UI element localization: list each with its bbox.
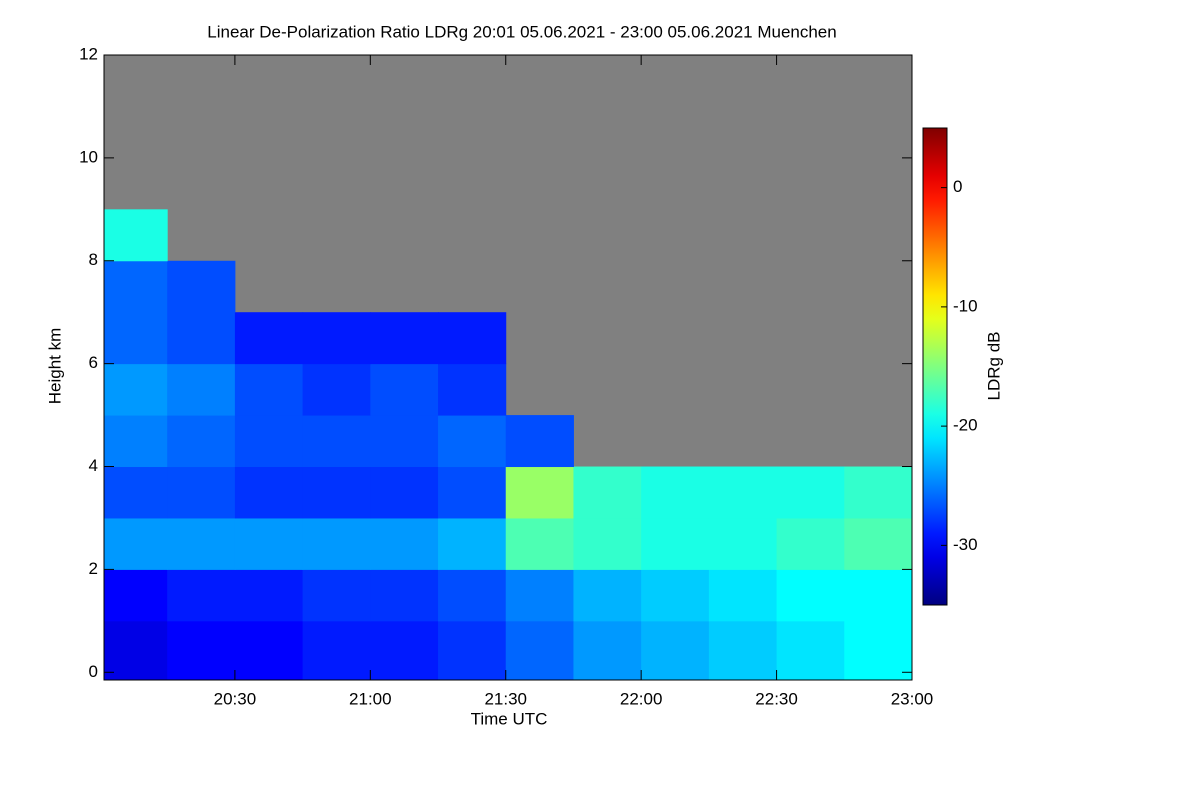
heatmap-cell xyxy=(438,620,507,681)
heatmap-cell xyxy=(844,466,913,519)
heatmap-cell xyxy=(302,620,371,681)
heatmap-cell xyxy=(844,620,913,681)
colorbar-tick-label: -20 xyxy=(953,416,978,435)
heatmap-cell xyxy=(370,620,439,681)
x-tick-label: 22:00 xyxy=(620,689,663,708)
heatmap-cell xyxy=(104,415,168,468)
heatmap-cell xyxy=(776,466,845,519)
heatmap-cell xyxy=(104,569,168,622)
heatmap-cell xyxy=(370,363,439,416)
heatmap-cell xyxy=(167,312,236,365)
heatmap-cell xyxy=(776,620,845,681)
heatmap-cell xyxy=(708,569,778,622)
heatmap-cell xyxy=(438,517,507,570)
colorbar-label: LDRg dB xyxy=(984,332,1003,401)
heatmap-cell xyxy=(302,466,371,519)
heatmap-cell xyxy=(573,466,642,519)
heatmap-cell xyxy=(370,517,439,570)
heatmap-cell xyxy=(370,415,439,468)
heatmap-cell xyxy=(104,363,168,416)
x-tick-label: 22:30 xyxy=(755,689,798,708)
heatmap-cell xyxy=(104,312,168,365)
heatmap-cell xyxy=(573,569,642,622)
y-tick-label: 2 xyxy=(89,559,98,578)
heatmap-cell xyxy=(708,466,778,519)
heatmap-cell xyxy=(104,260,168,313)
heatmap-cell xyxy=(370,466,439,519)
heatmap-cell xyxy=(505,466,574,519)
heatmap-cell xyxy=(370,569,439,622)
plot-frame xyxy=(103,54,913,681)
heatmap-cell xyxy=(104,620,168,681)
x-tick-label: 20:30 xyxy=(214,689,257,708)
heatmap-cell xyxy=(234,569,304,622)
heatmap-cell xyxy=(776,517,845,570)
x-tick-label: 21:00 xyxy=(349,689,392,708)
chart-title: Linear De-Polarization Ratio LDRg 20:01 … xyxy=(207,22,836,41)
y-tick-label: 4 xyxy=(89,456,98,475)
heatmap-cell xyxy=(302,569,371,622)
heatmap-cell xyxy=(708,620,778,681)
heatmap-cell xyxy=(167,466,236,519)
heatmap-cell xyxy=(234,363,304,416)
heatmap-cell xyxy=(844,517,913,570)
colorbar-tick-label: 0 xyxy=(953,177,962,196)
y-tick-label: 0 xyxy=(89,662,98,681)
heatmap-cell xyxy=(438,363,507,416)
heatmap-cell xyxy=(844,569,913,622)
y-tick-label: 10 xyxy=(79,147,98,166)
colorbar-tick-label: -10 xyxy=(953,296,978,315)
heatmap-cell xyxy=(370,312,439,365)
heatmap-cell xyxy=(167,569,236,622)
x-axis-label: Time UTC xyxy=(471,709,548,728)
y-tick-label: 6 xyxy=(89,353,98,372)
colorbar-tick-label: -30 xyxy=(953,535,978,554)
heatmap-cell xyxy=(167,363,236,416)
x-tick-label: 23:00 xyxy=(891,689,934,708)
heatmap-cell xyxy=(573,517,642,570)
heatmap-cell xyxy=(234,517,304,570)
heatmap-cell xyxy=(234,312,304,365)
colorbar xyxy=(922,127,948,606)
heatmap-cell xyxy=(505,620,574,681)
heatmap-cell xyxy=(776,569,845,622)
heatmap-cell xyxy=(234,415,304,468)
heatmap-cell xyxy=(104,209,168,262)
heatmap-cell xyxy=(234,620,304,681)
heatmap-cell xyxy=(438,569,507,622)
heatmap-cell xyxy=(708,517,778,570)
heatmap-cell xyxy=(167,517,236,570)
heatmap-cell xyxy=(505,517,574,570)
heatmap-cell xyxy=(573,620,642,681)
y-tick-label: 8 xyxy=(89,250,98,269)
heatmap-cell xyxy=(302,363,371,416)
heatmap-cell xyxy=(234,466,304,519)
heatmap-cell xyxy=(641,569,710,622)
heatmap-cell xyxy=(641,620,710,681)
heatmap-cell xyxy=(167,260,236,313)
heatmap-cell xyxy=(641,466,710,519)
heatmap-cell xyxy=(641,517,710,570)
heatmap-cell xyxy=(302,415,371,468)
y-tick-label: 12 xyxy=(79,44,98,63)
heatmap-cell xyxy=(438,312,507,365)
heatmap-cell xyxy=(104,517,168,570)
heatmap-cell xyxy=(438,466,507,519)
heatmap-cell xyxy=(167,415,236,468)
heatmap-cell xyxy=(505,569,574,622)
heatmap-cell xyxy=(505,415,574,468)
heatmap-cell xyxy=(302,312,371,365)
heatmap-cell xyxy=(302,517,371,570)
heatmap-cell xyxy=(104,466,168,519)
heatmap-cell xyxy=(438,415,507,468)
heatmap-cell xyxy=(167,620,236,681)
x-tick-label: 21:30 xyxy=(484,689,527,708)
y-axis-label: Height km xyxy=(45,328,64,405)
